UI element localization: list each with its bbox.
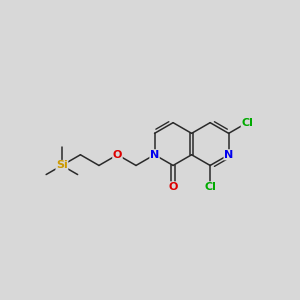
Text: N: N xyxy=(224,150,233,160)
Text: Cl: Cl xyxy=(204,182,216,192)
Text: O: O xyxy=(168,182,178,192)
Text: O: O xyxy=(113,150,122,160)
Text: Si: Si xyxy=(56,160,68,170)
Text: Cl: Cl xyxy=(241,118,253,128)
Text: N: N xyxy=(150,150,159,160)
